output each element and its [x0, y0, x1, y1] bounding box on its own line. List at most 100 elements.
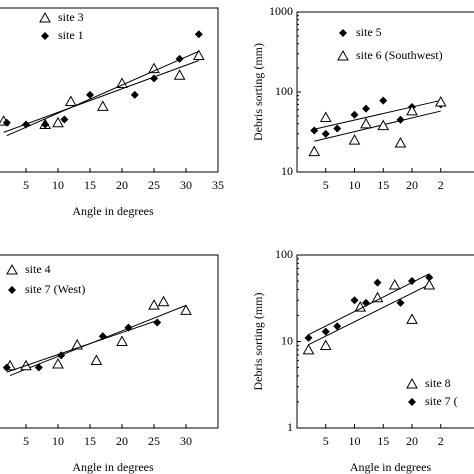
diamond-marker	[362, 298, 370, 307]
triangle-marker	[64, 95, 77, 106]
diamond-marker	[2, 363, 11, 372]
y-axis-label: Debris sorting (mm)	[251, 293, 265, 391]
triangle-marker	[354, 301, 367, 312]
x-tick-label: 10	[52, 178, 64, 192]
legend-label: site 6 (Southwest)	[356, 48, 443, 62]
x-tick-label: 5	[23, 178, 29, 192]
y-tick-label: 1000	[269, 4, 293, 18]
triangle-marker	[406, 313, 418, 324]
triangle-marker	[434, 95, 447, 107]
x-tick-label: 2	[438, 434, 444, 448]
diamond-marker	[362, 104, 370, 113]
legend-label: site 1	[58, 28, 84, 42]
x-tick-label: 10	[349, 178, 361, 192]
triangle-marker	[423, 278, 436, 290]
x-tick-label: 5	[23, 434, 29, 448]
diamond-marker	[321, 129, 330, 138]
x-axis-label: Angle in degrees	[350, 460, 432, 474]
x-tick-label: 20	[116, 434, 128, 448]
y-tick-label: 100	[275, 247, 293, 261]
plot-frame	[0, 7, 219, 173]
diamond-marker	[333, 124, 342, 133]
triangle-marker	[360, 117, 372, 129]
diamond-marker	[194, 30, 203, 39]
diamond-marker	[425, 273, 434, 282]
x-tick-label: 20	[406, 434, 418, 448]
diamond-marker	[373, 278, 382, 287]
legend-label: site 4	[25, 262, 51, 276]
trend-line	[308, 273, 430, 336]
diamond-marker	[98, 332, 107, 341]
x-tick-label: 15	[377, 178, 389, 192]
triangle-marker	[52, 357, 64, 369]
y-axis-label: Debris sorting (mm)	[251, 43, 265, 141]
diamond-marker	[408, 277, 416, 286]
diamond-marker	[333, 322, 342, 331]
trend-line	[308, 284, 430, 346]
x-tick-label: 10	[52, 434, 64, 448]
legend-label: site 5	[356, 25, 382, 39]
diamond-marker	[22, 120, 30, 129]
diamond-marker	[304, 333, 313, 342]
triangle-marker	[148, 299, 160, 310]
plot-frame	[296, 11, 474, 173]
diamond-marker	[153, 318, 162, 327]
diamond-marker	[2, 118, 11, 127]
triangle-marker	[192, 49, 205, 61]
x-tick-label: 15	[377, 434, 389, 448]
triangle-marker	[173, 69, 186, 80]
diamond-marker	[396, 298, 405, 307]
y-tick-label: 10	[281, 164, 293, 178]
legend-label: site 8	[425, 376, 451, 390]
trend-line	[6, 50, 200, 137]
triangle-marker	[319, 111, 332, 123]
triangle-marker	[302, 343, 315, 355]
plot-frame	[0, 254, 219, 429]
diamond-marker	[41, 32, 49, 40]
x-tick-label: 15	[84, 178, 96, 192]
x-tick-label: 20	[406, 178, 418, 192]
x-tick-label: 5	[323, 434, 329, 448]
x-tick-label: 2	[438, 178, 444, 192]
legend-label: site 7 (	[425, 394, 458, 408]
triangle-marker	[96, 100, 109, 111]
y-tick-label: 1	[287, 420, 293, 434]
diamond-marker	[339, 29, 347, 37]
triangle-marker	[116, 77, 128, 88]
x-axis-label: Angle in degrees	[72, 204, 154, 218]
x-tick-label: 25	[148, 434, 160, 448]
x-tick-label: 30	[180, 434, 192, 448]
x-tick-label: 15	[84, 434, 96, 448]
x-axis-label: Angle in degrees	[72, 460, 154, 474]
legend-label: site 3	[58, 10, 84, 24]
triangle-marker	[52, 116, 64, 128]
diamond-marker	[60, 115, 69, 124]
y-tick-label: 100	[275, 84, 293, 98]
diamond-marker	[396, 115, 405, 124]
diamond-marker	[57, 351, 66, 360]
triangle-marker	[180, 304, 192, 315]
trend-line	[3, 60, 199, 133]
x-tick-label: 30	[180, 178, 192, 192]
y-tick-label: 10	[281, 333, 293, 347]
x-tick-label: 25	[148, 178, 160, 192]
triangle-marker	[308, 145, 321, 157]
diamond-marker	[310, 126, 319, 135]
diamond-marker	[408, 398, 416, 406]
diamond-marker	[41, 120, 50, 129]
trend-line	[314, 110, 441, 142]
x-tick-label: 35	[212, 178, 224, 192]
triangle-marker	[406, 104, 418, 116]
x-tick-label: 5	[323, 178, 329, 192]
x-tick-label: 20	[116, 178, 128, 192]
triangle-marker	[406, 377, 418, 389]
triangle-marker	[377, 119, 390, 131]
diamond-marker	[124, 323, 133, 332]
legend-label: site 7 (West)	[25, 282, 85, 296]
triangle-marker	[90, 354, 103, 366]
triangle-marker	[39, 11, 51, 23]
triangle-marker	[394, 137, 407, 148]
trend-line	[6, 320, 158, 373]
diamond-marker	[86, 90, 94, 99]
